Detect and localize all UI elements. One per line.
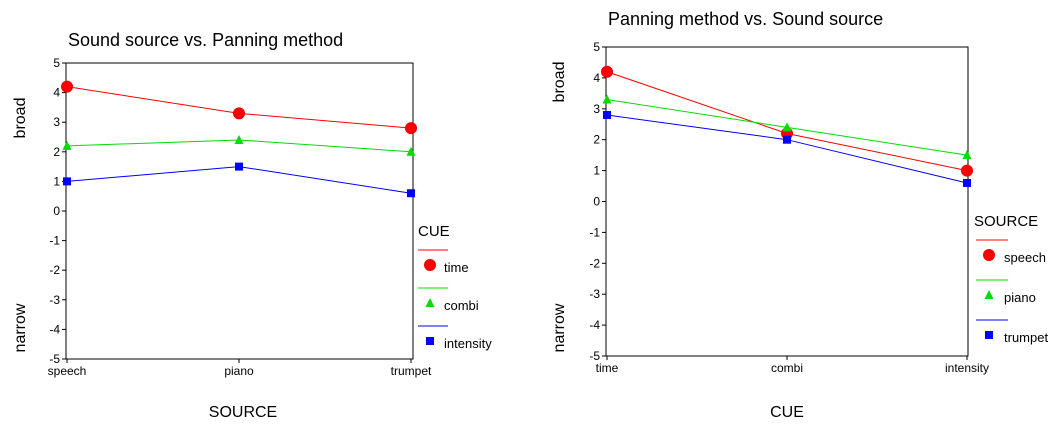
data-point-combi (62, 140, 72, 150)
y-tick-label: 4 (593, 71, 600, 85)
chart-1-series (61, 80, 417, 198)
y-tick-label: 1 (53, 174, 60, 188)
x-tick-label: piano (224, 364, 254, 378)
data-point-piano (602, 94, 612, 104)
legend-marker-trumpet (985, 331, 993, 339)
chart-2-plot-area (605, 46, 969, 357)
x-tick-label: combi (771, 361, 803, 375)
y-tick-label: -1 (589, 225, 600, 239)
y-tick-label: -3 (589, 287, 600, 301)
legend-label-speech: speech (1004, 250, 1046, 265)
data-point-speech (601, 65, 613, 78)
y-tick-label: 5 (53, 56, 60, 70)
x-tick-label: time (596, 361, 619, 375)
x-tick-label: trumpet (391, 364, 432, 378)
legend-label-time: time (444, 260, 469, 275)
data-point-time (405, 122, 417, 135)
y-tick-label: -5 (589, 349, 600, 363)
legend-label-intensity: intensity (444, 336, 492, 351)
chart-2-series (601, 65, 973, 187)
chart-1-title: Sound source vs. Panning method (68, 30, 343, 50)
chart-2-legend-title: SOURCE (974, 213, 1038, 230)
data-point-intensity (235, 162, 243, 171)
chart-1-legend-title: CUE (418, 223, 450, 240)
legend-label-combi: combi (444, 298, 479, 313)
chart-2-legend: SOURCE speech piano trumpet (974, 213, 1048, 345)
chart-2-title: Panning method vs. Sound source (608, 9, 883, 29)
data-point-time (233, 107, 245, 120)
y-tick-label: 4 (53, 86, 60, 100)
chart-2-ylabel-top: broad (551, 62, 568, 103)
x-tick-label: speech (48, 364, 87, 378)
chart-1: Sound source vs. Panning method broad na… (12, 30, 492, 421)
data-point-intensity (407, 189, 415, 198)
data-point-combi (234, 134, 244, 144)
chart-2-x-axis: time combi intensity (596, 356, 989, 375)
y-tick-label: -2 (49, 263, 60, 277)
y-tick-label: 0 (53, 204, 60, 218)
y-tick-label: 0 (593, 195, 600, 209)
chart-1-x-axis: speech piano trumpet (48, 359, 432, 378)
y-tick-label: -4 (589, 318, 600, 332)
y-tick-label: 5 (593, 40, 600, 54)
chart-2-x-axis-title: CUE (770, 404, 804, 421)
data-point-piano (782, 122, 792, 132)
y-tick-label: -2 (589, 256, 600, 270)
y-tick-label: -1 (49, 234, 60, 248)
y-tick-label: -3 (49, 293, 60, 307)
data-point-piano (962, 150, 972, 160)
data-point-intensity (63, 177, 71, 186)
legend-marker-piano (984, 290, 994, 299)
data-point-trumpet (963, 178, 971, 187)
chart-1-y-axis: 5 4 3 2 1 0 -1 -2 -3 -4 -5 (49, 56, 66, 366)
data-point-trumpet (603, 110, 611, 119)
data-point-speech (961, 164, 973, 177)
data-point-combi (406, 146, 416, 156)
y-tick-label: 3 (53, 115, 60, 129)
chart-2-ylabel-bottom: narrow (551, 303, 568, 352)
y-tick-label: 3 (593, 102, 600, 116)
y-tick-label: -4 (49, 322, 60, 336)
x-tick-label: intensity (945, 361, 989, 375)
data-point-time (61, 80, 73, 93)
chart-1-ylabel-bottom: narrow (12, 303, 29, 352)
y-tick-label: 1 (593, 164, 600, 178)
chart-1-legend: CUE time combi intensity (418, 223, 492, 351)
legend-marker-combi (425, 298, 435, 307)
data-point-trumpet (783, 135, 791, 144)
legend-marker-speech (983, 249, 995, 261)
chart-1-ylabel-top: broad (12, 98, 29, 139)
legend-label-piano: piano (1004, 290, 1036, 305)
chart-2: Panning method vs. Sound source broad na… (551, 9, 1048, 421)
y-tick-label: 2 (593, 133, 600, 147)
y-tick-label: 2 (53, 145, 60, 159)
legend-label-trumpet: trumpet (1004, 330, 1048, 345)
legend-marker-time (424, 259, 436, 271)
chart-2-y-axis: 5 4 3 2 1 0 -1 -2 -3 -4 -5 (589, 40, 606, 363)
chart-1-x-axis-title: SOURCE (209, 404, 277, 421)
legend-marker-intensity (426, 337, 434, 345)
y-tick-label: -5 (49, 352, 60, 366)
